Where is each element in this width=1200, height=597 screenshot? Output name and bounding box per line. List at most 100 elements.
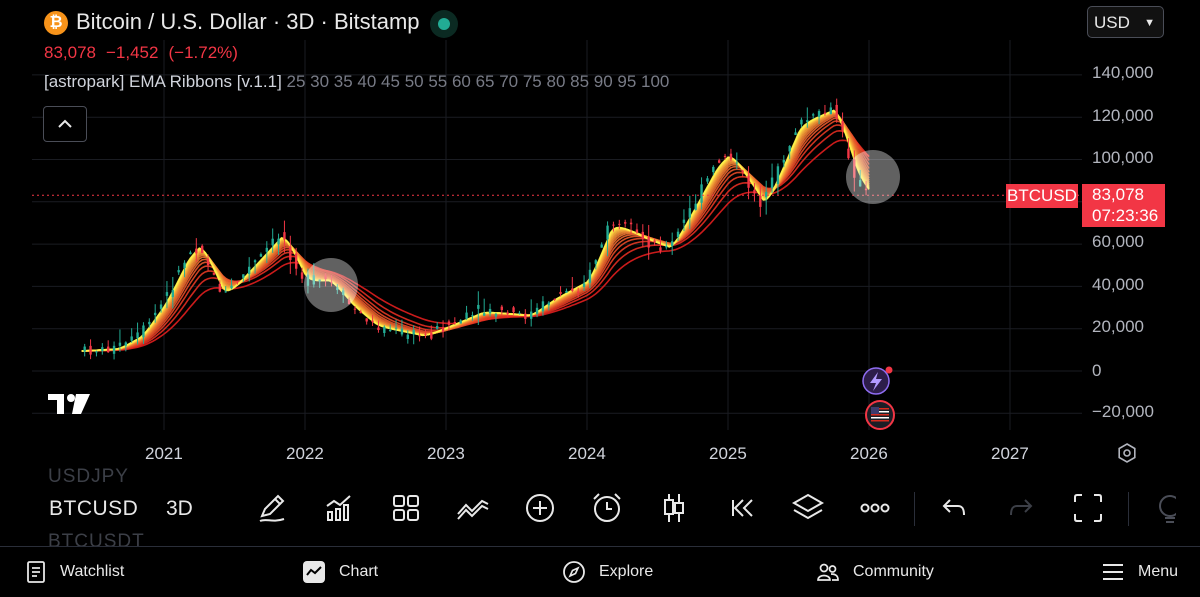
flag-stripe <box>871 411 889 413</box>
alert-button[interactable] <box>589 490 625 526</box>
bitcoin-icon: ₿ <box>44 11 68 35</box>
nav-watchlist[interactable]: Watchlist <box>26 560 124 584</box>
candle-body <box>665 245 668 248</box>
candle-body <box>183 262 186 269</box>
candle-body <box>447 321 451 325</box>
candle-body <box>524 313 527 319</box>
candle-body <box>676 231 680 238</box>
candle-body <box>559 291 562 294</box>
candle-body <box>230 285 233 289</box>
candle-body <box>858 180 862 187</box>
candle-body <box>271 238 274 246</box>
nav-chart[interactable]: Chart <box>303 560 378 584</box>
nav-explore[interactable]: Explore <box>563 560 653 584</box>
chevron-down-icon: ▼ <box>1144 17 1155 29</box>
price-scale-label: 140,000 <box>1092 63 1154 82</box>
add-button[interactable] <box>522 490 558 526</box>
candle-body <box>400 328 404 335</box>
candle-body <box>764 192 768 198</box>
candle-body <box>341 290 345 295</box>
layers-button[interactable] <box>790 490 826 526</box>
symbol-selector[interactable]: BTCUSD <box>49 497 139 520</box>
indicators-button[interactable] <box>321 490 357 526</box>
symbol-prev[interactable]: USDJPY <box>48 466 129 487</box>
candle-body <box>641 231 645 240</box>
highlight-circle <box>304 258 358 312</box>
fullscreen-button[interactable] <box>1070 490 1106 526</box>
candle-body <box>148 321 151 325</box>
candle-body <box>200 245 204 253</box>
candle-body <box>776 166 780 185</box>
collapse-legend-button[interactable] <box>43 106 87 142</box>
price-scale-label: 60,000 <box>1092 232 1144 251</box>
candle-body <box>171 290 175 298</box>
bottom-toolbar <box>0 470 1200 546</box>
nav-community[interactable]: Community <box>817 560 934 584</box>
candle-body <box>283 232 286 240</box>
candle-body <box>459 320 462 324</box>
candle-body <box>347 299 351 305</box>
tradingview-logo <box>48 394 90 414</box>
candle-body <box>759 195 762 207</box>
chart-type-button[interactable] <box>656 490 692 526</box>
chart-settings-icon[interactable] <box>1116 442 1138 464</box>
tag-price: 83,078 <box>1092 185 1144 204</box>
price-scale-label: 120,000 <box>1092 106 1154 125</box>
chart-icon <box>303 561 325 583</box>
undo-button[interactable] <box>936 490 972 526</box>
candle-body <box>106 346 110 353</box>
flag-stripe <box>871 408 889 410</box>
candle-body <box>853 159 856 178</box>
candle-body <box>565 290 568 293</box>
redo-button[interactable] <box>1003 490 1039 526</box>
interval-selector[interactable]: 3D <box>166 497 193 520</box>
indicator-legend[interactable]: [astropark] EMA Ribbons [v.1.1] 25 30 35… <box>44 72 669 92</box>
candle-body <box>124 342 128 346</box>
indicator-name[interactable]: [astropark] EMA Ribbons [v.1.1] <box>44 72 282 91</box>
candle-body <box>236 281 239 283</box>
nav-watchlist-label: Watchlist <box>60 563 125 580</box>
nav-community-label: Community <box>853 563 934 580</box>
candle-body <box>653 240 656 243</box>
candle-body <box>600 244 603 248</box>
time-scale-label: 2027 <box>991 444 1029 463</box>
chart-area[interactable] <box>0 0 1200 470</box>
price-change-pct: (−1.72%) <box>168 43 238 62</box>
candle-body <box>312 275 316 285</box>
candle-body <box>324 275 327 280</box>
currency-select[interactable]: USD ▼ <box>1087 6 1164 38</box>
candle-body <box>829 107 833 115</box>
candle-body <box>453 321 457 324</box>
candle-body <box>535 307 539 314</box>
nav-menu[interactable]: Menu <box>1102 560 1178 584</box>
replay-button[interactable] <box>723 490 759 526</box>
candle-body <box>553 298 556 300</box>
candle-body <box>441 327 445 333</box>
candle-body <box>406 334 410 339</box>
symbol-title[interactable]: Bitcoin / U.S. Dollar · 3D · Bitstamp <box>76 9 420 34</box>
time-scale-label: 2026 <box>850 444 888 463</box>
candle-body <box>383 326 386 333</box>
market-status-icon[interactable] <box>430 10 458 38</box>
price-chart[interactable] <box>0 0 1200 470</box>
nav-explore-label: Explore <box>599 563 654 580</box>
candles-icon <box>664 494 684 522</box>
ema-ribbon-line <box>81 109 870 352</box>
bulb-icon[interactable] <box>1152 492 1176 526</box>
currency-value: USD <box>1094 13 1130 32</box>
compare-icon <box>457 499 489 520</box>
notification-dot <box>885 366 893 374</box>
candle-body <box>723 155 727 157</box>
compare-button[interactable] <box>455 490 491 526</box>
last-price-tag: 83,078 07:23:36 <box>1082 184 1165 227</box>
candle-body <box>306 274 310 286</box>
drawing-tools-button[interactable] <box>254 490 290 526</box>
more-button[interactable] <box>857 490 893 526</box>
layout-button[interactable] <box>388 490 424 526</box>
candle-body <box>142 325 145 338</box>
candle-body <box>670 241 674 246</box>
candle-body <box>189 252 192 255</box>
candle-body <box>83 346 86 352</box>
candle-body <box>101 347 104 352</box>
alert-icon <box>593 493 621 522</box>
